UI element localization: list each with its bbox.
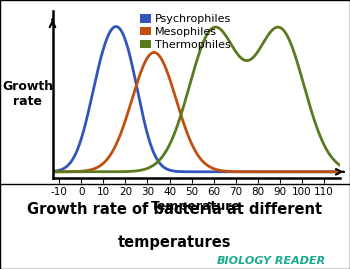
Text: READER: READER	[271, 256, 326, 266]
Legend: Psychrophiles, Mesophiles, Thermophiles: Psychrophiles, Mesophiles, Thermophiles	[138, 13, 232, 51]
Text: temperatures: temperatures	[118, 235, 232, 250]
Text: BIOLOGY: BIOLOGY	[217, 256, 272, 266]
Y-axis label: Growth
rate: Growth rate	[2, 80, 53, 108]
Text: Growth rate of bacteria at different: Growth rate of bacteria at different	[27, 202, 323, 217]
X-axis label: Temperature: Temperature	[151, 200, 241, 213]
